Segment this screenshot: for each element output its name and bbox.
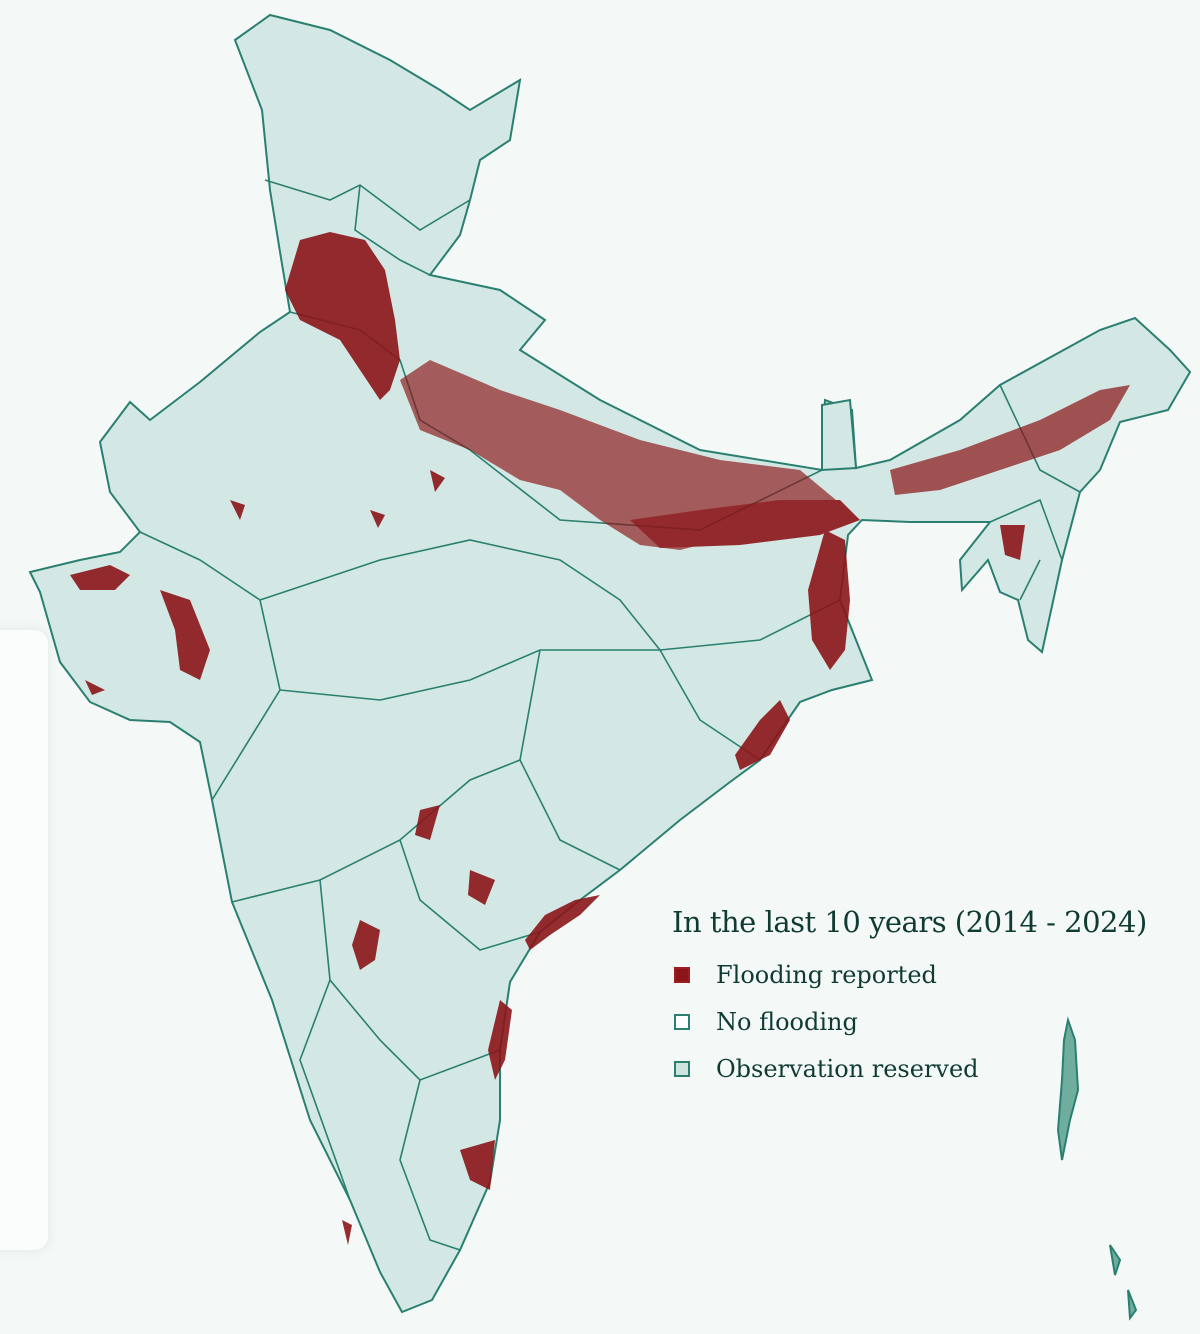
flood-andhra-coast <box>525 895 600 950</box>
flood-punjab-haryana <box>285 232 400 400</box>
flood-delta-south <box>460 1140 495 1190</box>
tripura-region <box>821 398 858 472</box>
flooding-swatch <box>674 966 690 983</box>
flood-assam <box>890 385 1130 495</box>
no-flooding-swatch <box>674 1013 690 1030</box>
observation-swatch <box>674 1060 690 1077</box>
map-legend: In the last 10 years (2014 - 2024) Flood… <box>672 905 1147 1092</box>
flood-tamil-coast <box>488 1000 512 1080</box>
flood-areas <box>70 232 1130 1245</box>
flood-barak <box>1000 525 1025 560</box>
side-panel <box>0 630 48 1250</box>
legend-item-flooding: Flooding reported <box>672 951 1147 998</box>
legend-item-observation: Observation reserved <box>672 1045 1147 1092</box>
legend-label: Observation reserved <box>716 1054 979 1083</box>
flood-west-bengal <box>808 530 850 670</box>
flood-saurashtra <box>85 680 105 695</box>
legend-label: Flooding reported <box>716 960 937 989</box>
legend-item-no-flooding: No flooding <box>672 998 1147 1045</box>
india-landmass <box>28 13 1192 1321</box>
legend-label: No flooding <box>716 1007 858 1036</box>
flood-kerala <box>342 1220 352 1245</box>
flood-deccan <box>352 805 495 970</box>
flood-bihar <box>630 500 860 548</box>
andaman-islands <box>1056 1016 1138 1321</box>
flood-gujarat <box>160 590 210 680</box>
flood-odisha-coast <box>735 700 790 770</box>
mainland-outline <box>28 13 1192 1314</box>
flood-kutch <box>70 565 130 590</box>
flood-gangetic-plain <box>400 360 860 550</box>
legend-title: In the last 10 years (2014 - 2024) <box>672 905 1147 939</box>
